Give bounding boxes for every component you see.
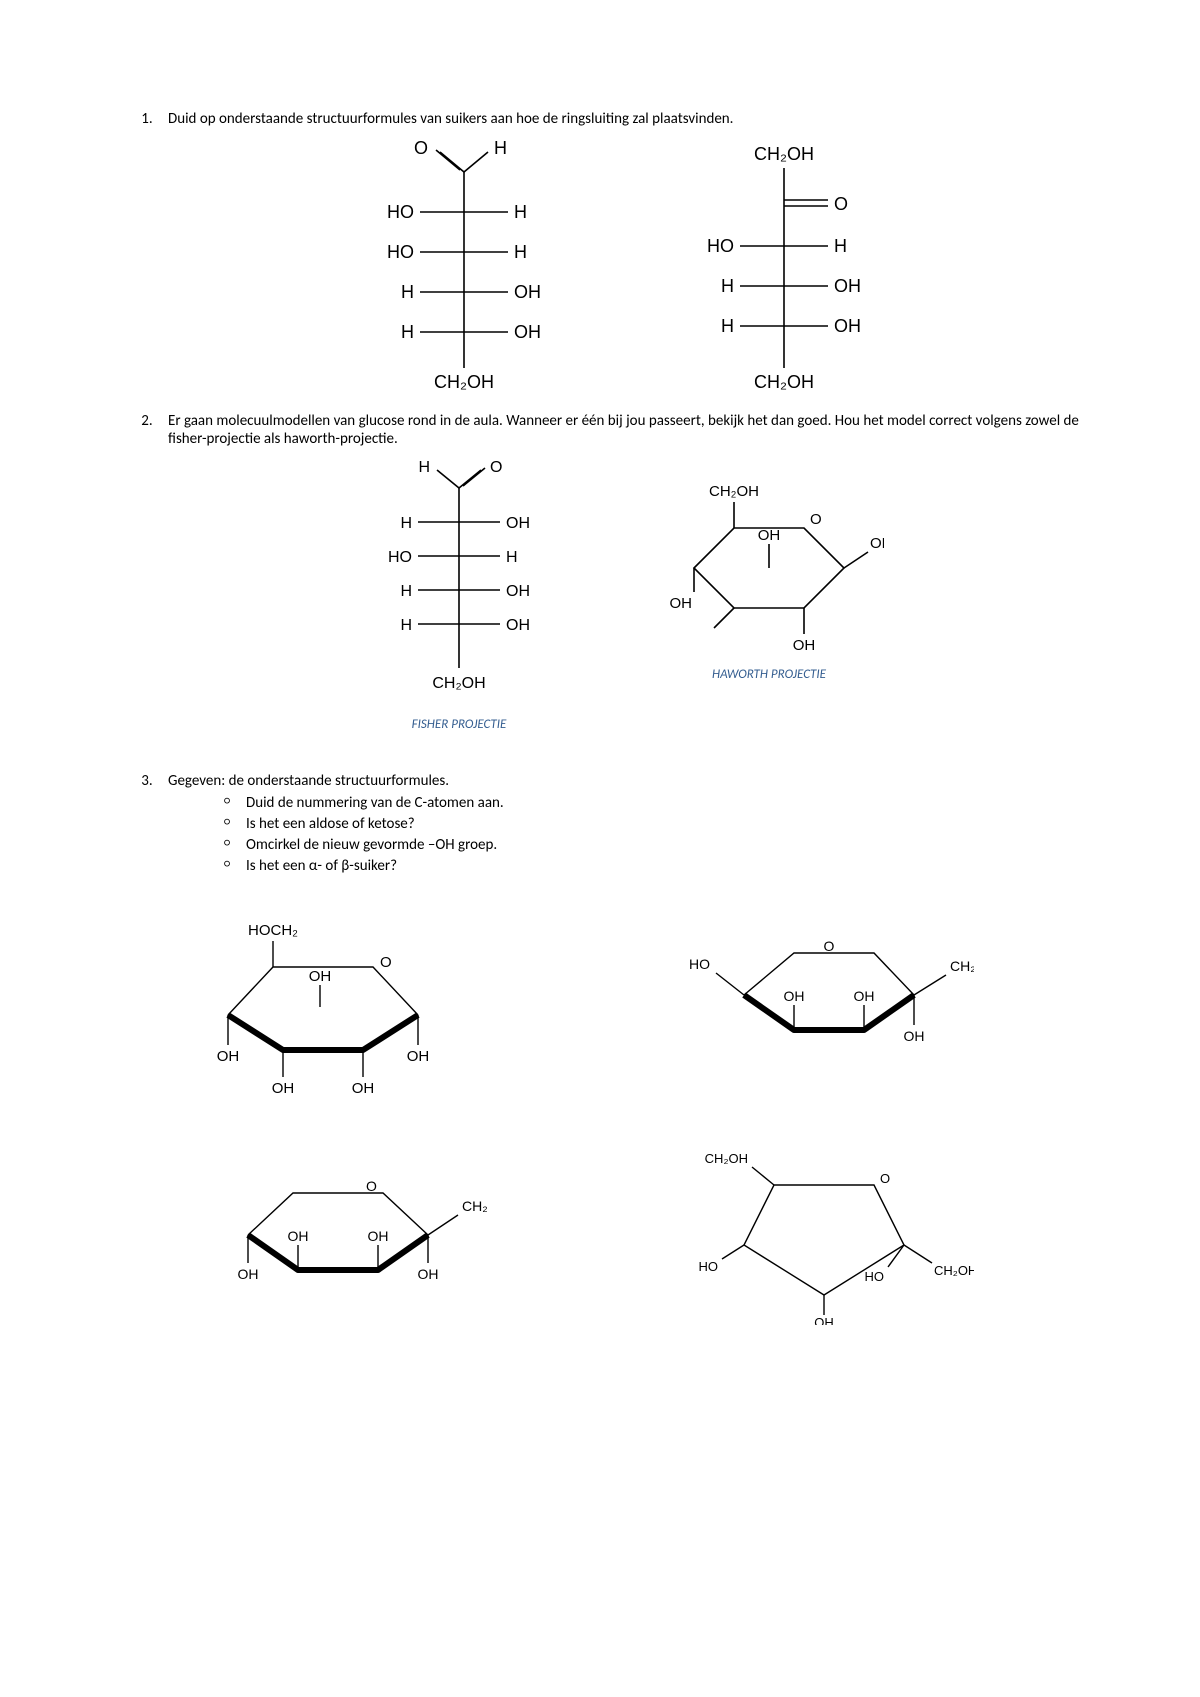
top: CH₂OH (754, 144, 814, 164)
s4-ch2oh-r: CH₂OH (934, 1263, 974, 1278)
q3-subitems: Duid de nummering van de C-atomen aan. I… (168, 794, 1080, 875)
fr2r: OH (506, 583, 530, 600)
r2r: OH (514, 282, 541, 302)
r1r: H (514, 242, 527, 262)
r1l: HO (387, 242, 414, 262)
br2l: H (721, 316, 734, 336)
q3-sub-0-text: Duid de nummering van de C-atomen aan. (246, 794, 504, 812)
s2-oh3: OH (784, 988, 805, 1004)
ftr: O (490, 459, 502, 476)
lbl-hoch2: HOCH₂ (248, 922, 298, 939)
q2-fisher-block: H O H OH HO H H OH H OH CH₂OH FISHER PRO… (364, 458, 554, 732)
s3-oh3: OH (288, 1228, 309, 1244)
r2l: H (401, 282, 414, 302)
lbl-oh5: OH (309, 968, 332, 985)
q2-haworth: CH₂OH O OH OH OH OH (654, 458, 884, 658)
s3-oh2: OH (368, 1228, 389, 1244)
lbl-oh3: OH (272, 1080, 295, 1095)
q1-fischer-a: O H HO H HO H H OH H OH CH₂OH (364, 138, 564, 398)
q3-sub-3-text: Is het een α- of β-suiker? (246, 857, 397, 875)
fr3l: H (400, 617, 412, 634)
s2-ch2oh: CH₂OH (950, 958, 974, 974)
q3-text: Gegeven: de onderstaande structuurformul… (168, 772, 449, 790)
fr0l: H (400, 515, 412, 532)
h-ohR: OH (870, 535, 884, 552)
q3-struct-1: HOCH₂ O OH OH OH OH OH (188, 895, 468, 1095)
s4-oh-b: OH (814, 1315, 834, 1325)
lbl-oh4: OH (217, 1048, 240, 1065)
fbot: CH₂OH (432, 675, 485, 692)
s3-oh4: OH (238, 1266, 259, 1282)
q1-structures-row: O H HO H HO H H OH H OH CH₂OH (168, 138, 1080, 398)
s4-ch2oh-top: CH₂OH (705, 1151, 748, 1166)
question-1: Duid op onderstaande structuurformules v… (156, 110, 1080, 398)
lbl-O: O (380, 954, 392, 971)
question-2: Er gaan molecuulmodellen van glucose ron… (156, 412, 1080, 732)
s2-HO: HO (689, 956, 710, 972)
fr1l: HO (388, 549, 412, 566)
h-ohBL: OH (670, 595, 693, 612)
q2-fisher: H O H OH HO H H OH H OH CH₂OH (364, 458, 554, 708)
br1l: H (721, 276, 734, 296)
r3r: OH (514, 322, 541, 342)
s2-O: O (824, 938, 835, 954)
q3-struct-4: CH₂OH O CH₂OH HO HO OH (674, 1145, 974, 1325)
h-O: O (810, 511, 822, 528)
br1r: OH (834, 276, 861, 296)
s4-O: O (880, 1171, 890, 1186)
label-O: O (414, 138, 428, 158)
r0l: HO (387, 202, 414, 222)
q2-text: Er gaan molecuulmodellen van glucose ron… (168, 412, 1079, 448)
q3-struct-2: O HO CH₂OH OH OH OH (674, 895, 974, 1065)
page: Duid op onderstaande structuurformules v… (0, 0, 1200, 1697)
q2-haworth-block: CH₂OH O OH OH OH OH HAWORTH PROJECTIE (654, 458, 884, 682)
lbl-oh2: OH (352, 1080, 375, 1095)
q1-fischer-b: CH₂OH O HO H H OH H OH CH₂OH (684, 138, 884, 398)
h-ohB: OH (793, 637, 816, 654)
q3-struct-3: O CH₂OH OH OH OH OH (188, 1145, 488, 1305)
q3-sub-2: Omcirkel de nieuw gevormde –OH groep. (224, 836, 1080, 854)
fr0r: OH (506, 515, 530, 532)
top2: O (834, 194, 848, 214)
q1-text: Duid op onderstaande structuurformules v… (168, 110, 733, 128)
fr1r: H (506, 549, 518, 566)
r3l: H (401, 322, 414, 342)
h-ohC: OH (758, 527, 781, 544)
s3-ch2oh: CH₂OH (462, 1198, 488, 1214)
q3-sub-1-text: Is het een aldose of ketose? (246, 815, 415, 833)
fisher-caption: FISHER PROJECTIE (364, 717, 554, 732)
question-3: Gegeven: de onderstaande structuurformul… (156, 772, 1080, 1325)
q3-sub-0: Duid de nummering van de C-atomen aan. (224, 794, 1080, 812)
br2r: OH (834, 316, 861, 336)
s2-oh2: OH (854, 988, 875, 1004)
q3-sub-2-text: Omcirkel de nieuw gevormde –OH groep. (246, 836, 497, 854)
s3-oh1: OH (418, 1266, 439, 1282)
r0r: H (514, 202, 527, 222)
h-top: CH₂OH (709, 483, 759, 500)
bbottom: CH₂OH (754, 372, 814, 392)
bottom: CH₂OH (434, 372, 494, 392)
ftl: H (418, 459, 430, 476)
q2-structures-row: H O H OH HO H H OH H OH CH₂OH FISHER PRO… (168, 458, 1080, 732)
q3-sub-3: Is het een α- of β-suiker? (224, 857, 1080, 875)
question-list: Duid op onderstaande structuurformules v… (120, 110, 1080, 1325)
fr2l: H (400, 583, 412, 600)
s4-ho-l: HO (699, 1259, 719, 1274)
fr3r: OH (506, 617, 530, 634)
q3-sub-1: Is het een aldose of ketose? (224, 815, 1080, 833)
q3-structures-grid: HOCH₂ O OH OH OH OH OH O HO (188, 895, 1080, 1325)
s3-O: O (366, 1178, 377, 1194)
br0l: HO (707, 236, 734, 256)
haworth-caption: HAWORTH PROJECTIE (654, 667, 884, 682)
lbl-oh1: OH (407, 1048, 430, 1065)
label-H: H (494, 138, 507, 158)
s2-oh1: OH (904, 1028, 925, 1044)
br0r: H (834, 236, 847, 256)
s4-ho-r: HO (865, 1269, 885, 1284)
